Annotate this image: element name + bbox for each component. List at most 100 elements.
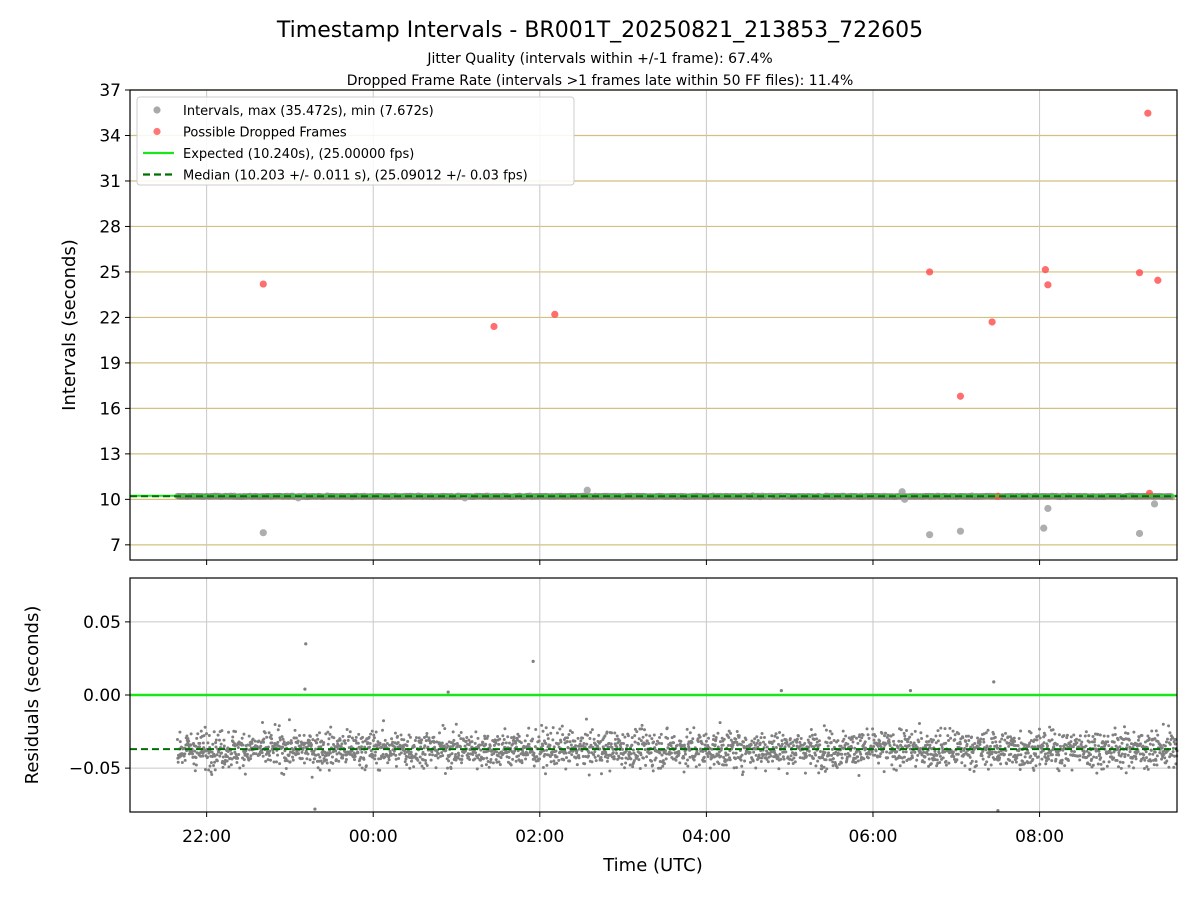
residual-point <box>1126 732 1130 736</box>
residual-point <box>185 734 189 738</box>
dropped-frame-point <box>1135 269 1144 277</box>
residual-point <box>1145 765 1149 769</box>
residual-point <box>1075 741 1079 745</box>
residual-point <box>827 751 831 755</box>
residual-point <box>953 733 957 737</box>
residual-outlier-point <box>303 687 307 691</box>
residual-point <box>998 740 1002 744</box>
residual-point <box>1172 765 1176 769</box>
residual-point <box>1095 771 1099 775</box>
residual-point <box>1000 737 1004 741</box>
residual-point <box>532 751 536 755</box>
residual-point <box>320 761 324 765</box>
residual-point <box>408 735 412 739</box>
residual-point <box>1044 756 1048 760</box>
residual-point <box>270 737 274 741</box>
residual-point <box>743 746 747 750</box>
legend-label: Possible Dropped Frames <box>183 126 347 141</box>
residual-point <box>784 738 788 742</box>
residual-point <box>463 744 467 748</box>
residual-point <box>903 734 907 738</box>
residual-point <box>514 745 518 749</box>
residual-point <box>679 739 683 743</box>
residual-point <box>967 738 971 742</box>
residual-point <box>541 765 545 769</box>
residual-point <box>494 758 498 762</box>
residual-point <box>624 761 628 765</box>
residual-point <box>1046 754 1050 758</box>
residual-point <box>639 753 643 757</box>
residual-point <box>599 740 603 744</box>
residual-point <box>557 758 561 762</box>
residual-point <box>682 756 686 760</box>
residual-point <box>316 737 320 741</box>
residual-point <box>484 742 488 746</box>
residual-point <box>831 760 835 764</box>
residual-point <box>919 747 923 751</box>
residual-point <box>464 739 468 743</box>
residual-point <box>983 762 987 766</box>
residual-point <box>859 752 863 756</box>
residual-point <box>1138 752 1142 756</box>
residual-point <box>792 744 796 748</box>
residual-point <box>669 751 673 755</box>
residual-point <box>339 752 343 756</box>
residual-point <box>1158 751 1162 755</box>
residual-point <box>924 740 928 744</box>
residual-point <box>499 756 503 760</box>
residual-point <box>319 745 323 749</box>
residual-point <box>1162 752 1166 756</box>
residual-point <box>559 740 563 744</box>
residual-point <box>970 759 974 763</box>
residual-point <box>643 748 647 752</box>
residual-point <box>592 753 596 757</box>
residual-point <box>344 758 348 762</box>
residual-point <box>994 740 998 744</box>
residual-point <box>1057 733 1061 737</box>
residual-point <box>1043 733 1047 737</box>
residual-point <box>1072 750 1076 754</box>
residual-point <box>394 753 398 757</box>
residual-point <box>511 742 515 746</box>
residual-point <box>453 742 457 746</box>
residual-point <box>845 755 849 759</box>
residual-point <box>765 757 769 761</box>
residual-point <box>350 749 354 753</box>
residual-point <box>483 734 487 738</box>
residual-point <box>1168 755 1172 759</box>
residual-point <box>466 752 470 756</box>
residual-point <box>281 737 285 741</box>
residual-point <box>1013 739 1017 743</box>
residual-point <box>771 745 775 749</box>
residual-point <box>222 738 226 742</box>
residual-point <box>872 738 876 742</box>
residual-point <box>637 758 641 762</box>
residual-point <box>387 743 391 747</box>
residual-point <box>692 726 696 730</box>
residual-point <box>651 769 655 773</box>
residual-point <box>1006 735 1010 739</box>
residual-point <box>731 751 735 755</box>
residual-point <box>405 763 409 767</box>
residual-point <box>1040 757 1044 761</box>
residual-point <box>1007 744 1011 748</box>
residual-point <box>213 760 217 764</box>
residual-point <box>844 734 848 738</box>
residual-point <box>817 739 821 743</box>
residual-point <box>936 729 940 733</box>
residual-point <box>1117 751 1121 755</box>
residual-point <box>864 747 868 751</box>
residual-point <box>594 759 598 763</box>
residual-point <box>1086 761 1090 765</box>
residual-point <box>615 751 619 755</box>
residual-point <box>848 754 852 758</box>
residual-point <box>840 756 844 760</box>
residual-point <box>575 763 579 767</box>
residual-point <box>906 740 910 744</box>
residual-point <box>976 736 980 740</box>
residual-point <box>773 734 777 738</box>
residual-point <box>904 750 908 754</box>
residual-point <box>818 743 822 747</box>
residual-point <box>793 760 797 764</box>
